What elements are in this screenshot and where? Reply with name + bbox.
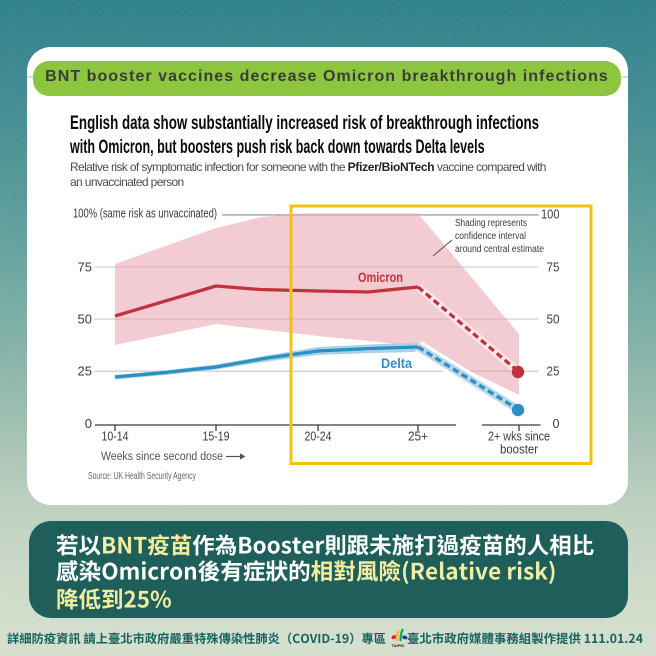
svg-text:20-24: 20-24 — [305, 430, 332, 444]
svg-text:0: 0 — [553, 417, 560, 431]
svg-text:25+: 25+ — [408, 430, 428, 444]
svg-text:TAIPEI: TAIPEI — [392, 643, 405, 648]
svg-text:2+ wks since: 2+ wks since — [488, 430, 550, 444]
svg-text:75: 75 — [78, 260, 92, 275]
svg-text:75: 75 — [547, 261, 560, 275]
svg-text:Weeks since second dose: Weeks since second dose — [101, 451, 223, 463]
svg-text:50: 50 — [547, 313, 560, 327]
svg-text:Omicron: Omicron — [358, 269, 403, 285]
svg-text:50: 50 — [78, 312, 92, 327]
svg-text:0: 0 — [85, 416, 92, 431]
svg-text:25: 25 — [547, 365, 560, 379]
svg-text:25: 25 — [78, 364, 92, 379]
svg-text:100: 100 — [541, 208, 560, 222]
svg-text:booster: booster — [500, 443, 538, 457]
svg-text:Source: UK Health Security Age: Source: UK Health Security Agency — [88, 471, 196, 482]
svg-text:15-19: 15-19 — [203, 430, 230, 444]
svg-text:Delta: Delta — [381, 355, 412, 371]
svg-text:100% (same risk as unvaccinate: 100% (same risk as unvaccinated) — [73, 206, 217, 221]
svg-text:Shading represents: Shading represents — [455, 218, 527, 229]
svg-text:10-14: 10-14 — [102, 430, 129, 444]
svg-text:around central estimate: around central estimate — [455, 244, 544, 255]
svg-text:confidence interval: confidence interval — [455, 231, 526, 242]
